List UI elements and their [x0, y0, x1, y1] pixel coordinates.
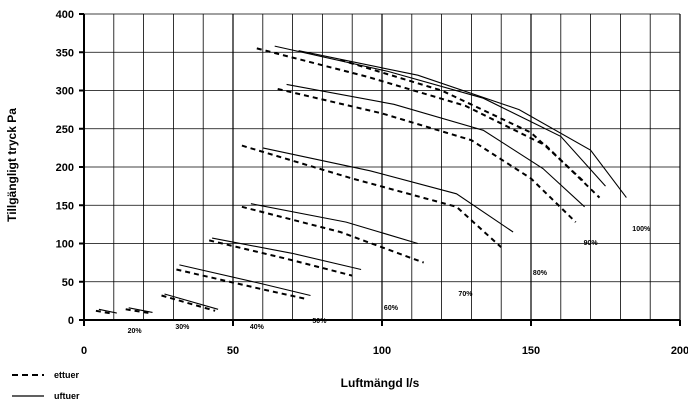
legend-solid-label: uftuer	[54, 391, 80, 401]
x-tick-label: 100	[373, 345, 391, 357]
x-tick-label: 150	[522, 345, 540, 357]
x-axis-title: Luftmängd l/s	[341, 376, 420, 390]
curve-dashed-80%	[277, 88, 577, 223]
y-tick-label: 150	[56, 200, 74, 212]
percent-labels: 20% 30% 40% 50% 60% 70% 80% 90% 100%	[128, 226, 651, 335]
fan-speed-label: 70%	[458, 291, 473, 298]
y-tick-label: 250	[56, 124, 74, 136]
y-tick-label: 400	[56, 9, 74, 21]
curve-dashed-90%	[256, 47, 601, 199]
y-tick-label: 200	[56, 162, 74, 174]
axes	[79, 13, 681, 326]
fan-speed-label: 40%	[250, 324, 265, 331]
curve-dashed-40%	[176, 268, 305, 300]
curve-dashed-30%	[125, 308, 150, 315]
tick-labels: 0 50 100 150 200 250 300 350 400 0 50 100 150 200	[56, 9, 688, 357]
curve-solid-70%	[262, 147, 514, 233]
curve-solid-30%	[128, 307, 153, 313]
curve-solid-50%	[211, 237, 362, 271]
fan-speed-label: 20%	[128, 328, 143, 335]
legend-dashed-label: ettuer	[54, 370, 80, 380]
curve-solid-40%	[179, 264, 311, 297]
fan-speed-label: 60%	[384, 305, 399, 312]
curve-dashed-60%	[241, 205, 425, 264]
x-tick-label: 0	[81, 345, 87, 357]
curve-dashed-20%	[95, 309, 114, 315]
curve-dashed-30%	[161, 294, 216, 312]
fan-speed-label: 90%	[584, 240, 599, 247]
y-tick-label: 50	[62, 277, 74, 289]
curves	[95, 45, 627, 315]
fan-speed-label: 80%	[533, 270, 548, 277]
legend: ettuer uftuer	[12, 370, 80, 401]
grid	[83, 13, 681, 321]
fan-speed-label: 30%	[175, 324, 190, 331]
curve-solid-100%	[298, 50, 627, 198]
curve-solid-60%	[250, 203, 418, 245]
x-tick-label: 50	[227, 345, 239, 357]
curve-dashed-70%	[241, 144, 502, 249]
y-tick-label: 300	[56, 86, 74, 98]
y-tick-label: 350	[56, 47, 74, 59]
y-tick-label: 0	[68, 315, 74, 327]
x-tick-label: 200	[671, 345, 688, 357]
curve-solid-30%	[164, 293, 219, 310]
curve-solid-20%	[98, 308, 117, 314]
curve-solid-80%	[286, 83, 585, 208]
curve-dashed-100%	[340, 58, 586, 184]
y-axis-title: Tillgängligt tryck Pa	[5, 108, 19, 222]
fan-speed-label: 50%	[312, 318, 327, 325]
y-tick-label: 100	[56, 239, 74, 251]
fan-speed-label: 100%	[632, 226, 651, 233]
